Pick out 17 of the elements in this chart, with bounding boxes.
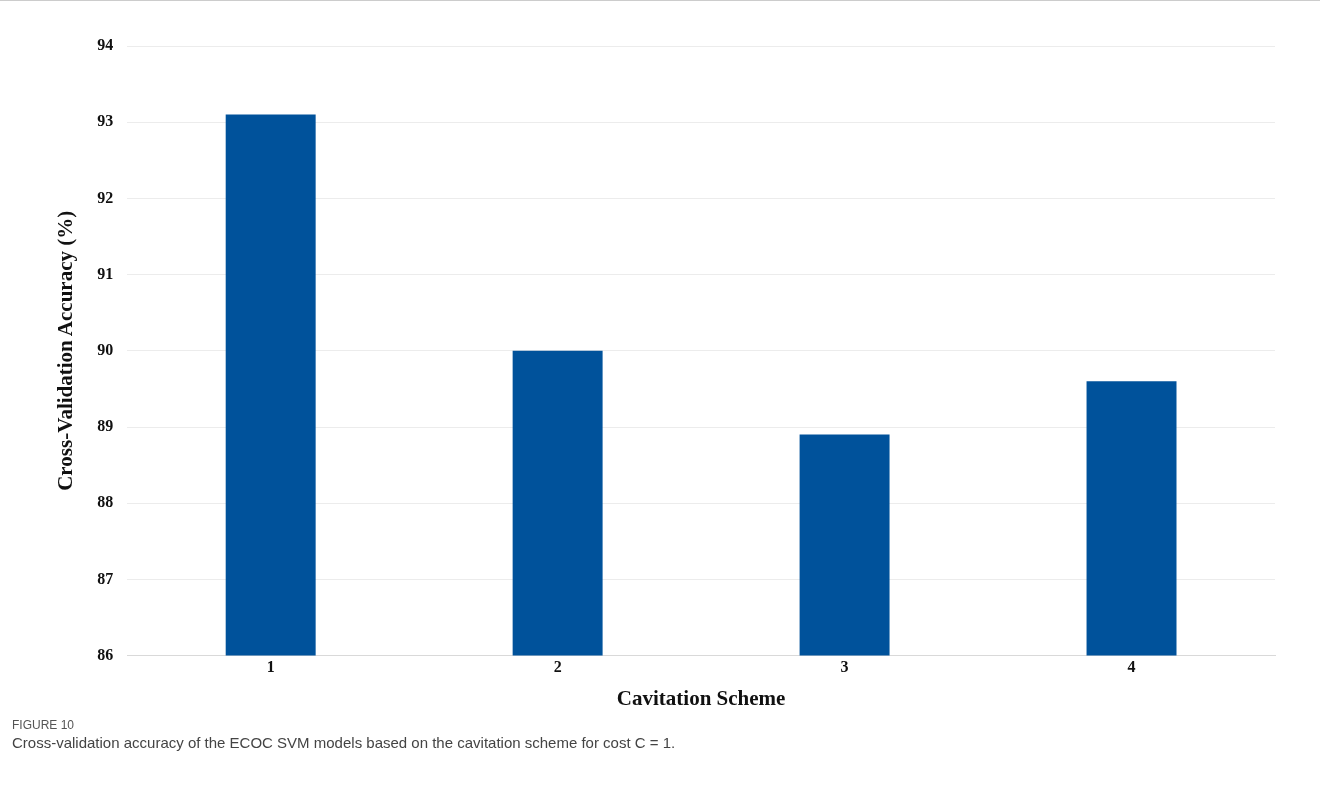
x-tick-label: 2 bbox=[553, 658, 562, 676]
y-tick-label: 92 bbox=[97, 188, 114, 206]
y-tick-label: 90 bbox=[97, 340, 114, 358]
x-tick-label: 1 bbox=[266, 658, 275, 676]
text: Cross-validation accuracy of the ECOC SVM models based on the cavitation scheme for cost C = 1. bbox=[12, 734, 677, 751]
y-tick-label: 86 bbox=[97, 645, 114, 663]
y-tick-label: 93 bbox=[97, 112, 114, 130]
x-tick-label: 4 bbox=[1127, 658, 1136, 676]
x-axis-title: Cavitation Scheme bbox=[616, 685, 786, 710]
caption: FIGURE 10 bbox=[12, 718, 75, 732]
y-tick-label: 87 bbox=[97, 569, 114, 587]
y-axis-title: Cross-Validation Accuracy (%) bbox=[53, 210, 78, 491]
y-tick-label: 94 bbox=[97, 36, 114, 54]
y-tick-label: 91 bbox=[97, 264, 114, 282]
y-tick-label: 88 bbox=[97, 493, 114, 511]
y-tick-label: 89 bbox=[97, 417, 114, 435]
x-tick-label: 3 bbox=[840, 658, 849, 676]
